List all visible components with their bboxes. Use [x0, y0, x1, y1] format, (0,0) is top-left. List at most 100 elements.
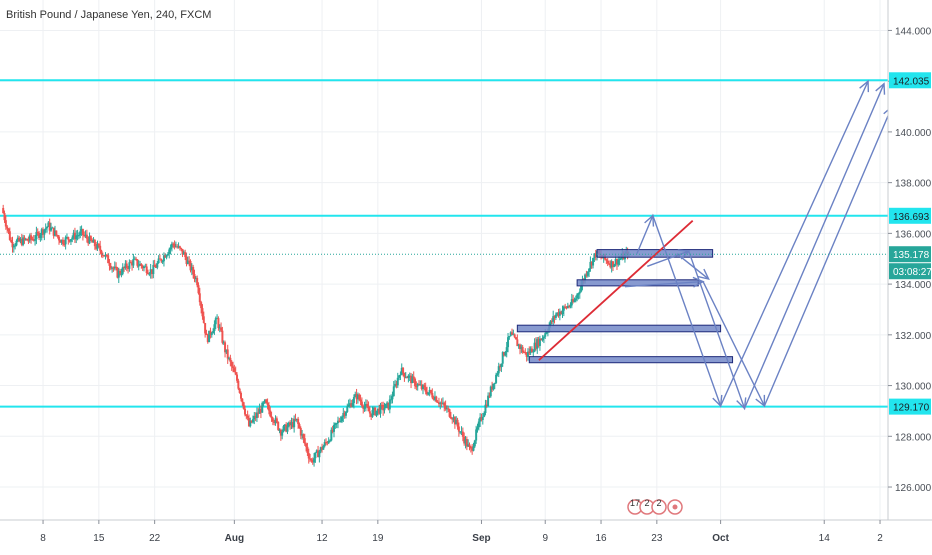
candle-body: [515, 337, 518, 340]
time-tick-label: 16: [595, 533, 607, 544]
candle-body: [205, 333, 208, 336]
candle-body: [4, 220, 7, 227]
candle-body: [233, 368, 236, 373]
candle-body: [206, 335, 209, 343]
candle-body: [271, 418, 274, 422]
candle-body: [578, 291, 581, 294]
current-price-label: 135.178: [893, 250, 930, 261]
candle-body: [214, 318, 217, 325]
candle-body: [565, 306, 568, 308]
candle-body: [204, 322, 207, 334]
candle-body: [456, 419, 459, 427]
time-tick-label: 14: [819, 533, 831, 544]
projection-path[interactable]: [636, 80, 869, 408]
candle-body: [605, 259, 608, 261]
candle-body: [84, 234, 87, 236]
candle-body: [522, 352, 525, 354]
candle-body: [103, 255, 106, 257]
candle-body: [306, 446, 309, 453]
candle-body: [275, 418, 278, 422]
candle-body: [92, 239, 95, 243]
candle-body: [274, 418, 277, 423]
candle-body: [121, 267, 124, 274]
candle-body: [224, 342, 227, 353]
candle-body: [415, 386, 418, 388]
candle-body: [71, 237, 74, 240]
zone-rectangle[interactable]: [528, 356, 734, 364]
candle-body: [585, 274, 588, 276]
candle-body: [411, 376, 414, 384]
candle-body: [444, 405, 447, 409]
candle-body: [193, 274, 196, 280]
candle-body: [80, 229, 83, 232]
level-price-tag: [889, 398, 931, 415]
candle-body: [318, 451, 321, 458]
candle-body: [489, 386, 492, 397]
candle-body: [356, 394, 359, 400]
candle-body: [39, 235, 42, 238]
candle-body: [59, 240, 62, 243]
candle-body: [495, 374, 498, 383]
candle-body: [77, 235, 80, 237]
candle-body: [593, 253, 596, 258]
candle-body: [170, 243, 173, 248]
projection-path[interactable]: [647, 83, 885, 411]
candle-body: [162, 255, 165, 262]
candle-body: [232, 366, 235, 369]
candle-body: [363, 406, 366, 409]
candle-body: [544, 333, 547, 337]
candle-body: [460, 431, 463, 433]
candle-body: [435, 396, 438, 402]
candle-body: [236, 374, 239, 381]
candle-body: [97, 243, 100, 246]
candle-body: [164, 255, 167, 258]
candle-body: [218, 327, 221, 329]
candle-body: [14, 245, 17, 247]
horizontal-levels: [0, 79, 888, 408]
candle-body: [529, 348, 532, 354]
candle-body: [194, 278, 197, 280]
candle-body: [380, 404, 383, 406]
candle-body: [574, 298, 577, 301]
candle-body: [437, 402, 440, 405]
candle-body: [609, 263, 612, 268]
candle-body: [313, 458, 316, 463]
small-arrow[interactable]: [676, 253, 710, 280]
candle-body: [533, 342, 536, 352]
candle-body: [552, 316, 555, 322]
candle-body: [487, 395, 490, 407]
candle-body: [347, 404, 350, 407]
candle-body: [237, 380, 240, 389]
price-tick-label: 126.000: [895, 483, 932, 494]
candle-body: [322, 446, 325, 450]
candle-body: [95, 246, 98, 249]
candle-body: [317, 450, 320, 458]
trendline[interactable]: [538, 220, 694, 361]
candle-body: [374, 407, 377, 416]
candle-body: [149, 269, 152, 274]
candle-body: [540, 338, 543, 341]
zone-rectangle[interactable]: [516, 324, 722, 333]
candle-body: [125, 263, 128, 269]
candle-body: [290, 422, 293, 426]
candle-body: [564, 306, 567, 308]
candle-body: [251, 419, 254, 423]
candle-body: [253, 415, 256, 420]
candle-body: [549, 320, 552, 326]
zone-rectangle[interactable]: [596, 249, 714, 258]
candle-body: [143, 266, 146, 269]
candle-body: [528, 351, 531, 354]
candle-body: [202, 316, 205, 323]
projection-path[interactable]: [624, 106, 893, 408]
candle-body: [542, 336, 545, 339]
candle-body: [225, 349, 228, 353]
event-badge[interactable]: [651, 499, 667, 515]
candle-body: [481, 416, 484, 420]
candle-body: [12, 246, 15, 248]
candle-body: [239, 392, 242, 399]
candle-body: [459, 431, 462, 433]
candle-body: [42, 229, 45, 235]
candle-body: [560, 311, 563, 315]
